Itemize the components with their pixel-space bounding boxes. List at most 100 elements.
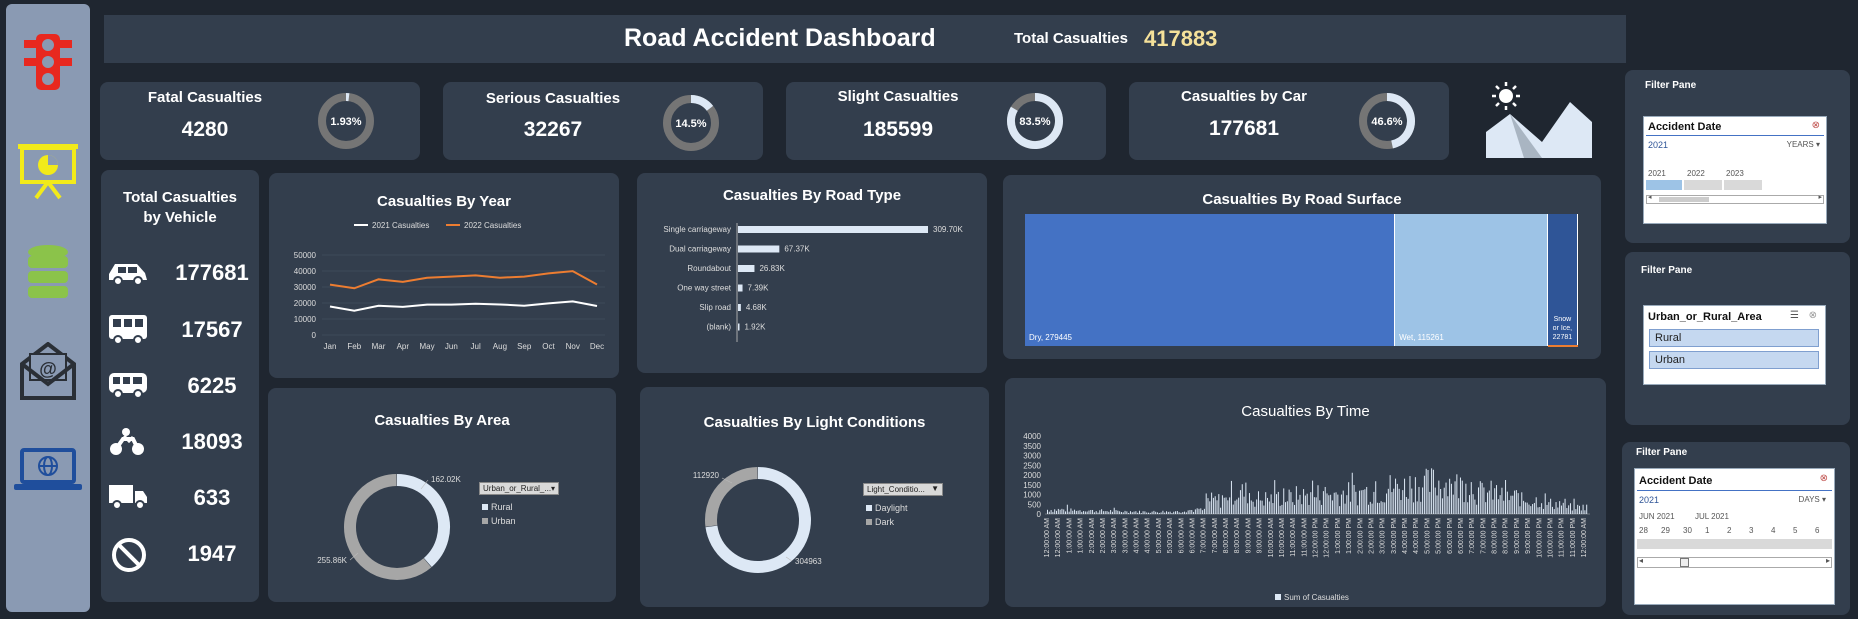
bar bbox=[1124, 510, 1126, 514]
data-label: 112920 bbox=[693, 471, 720, 480]
bar bbox=[1286, 501, 1288, 514]
bar bbox=[1582, 504, 1584, 514]
bar bbox=[738, 265, 755, 272]
list-item: 18093 bbox=[101, 423, 261, 463]
x-tick-label: 6:00:00 AM bbox=[1178, 518, 1185, 554]
bar bbox=[1301, 504, 1303, 514]
bar bbox=[1254, 506, 1256, 514]
bar bbox=[1321, 504, 1323, 514]
timeline-year-2021[interactable]: 2021 bbox=[1648, 169, 1666, 178]
bar bbox=[1404, 478, 1406, 514]
y-tick-label: 50000 bbox=[294, 251, 317, 260]
laptop-globe-icon[interactable] bbox=[6, 448, 90, 492]
timeline-day[interactable]: 1 bbox=[1705, 526, 1710, 535]
timeline-bar[interactable] bbox=[1684, 180, 1722, 190]
database-icon[interactable] bbox=[6, 244, 90, 300]
timeline-year-2023[interactable]: 2023 bbox=[1726, 169, 1744, 178]
bar bbox=[1351, 472, 1353, 514]
vehicle-card-title-line2: by Vehicle bbox=[143, 209, 217, 226]
timeline-scrollbar[interactable]: ◂ ▸ bbox=[1637, 556, 1832, 568]
slicer-level-dropdown[interactable]: YEARS ▾ bbox=[1786, 140, 1820, 149]
y-tick-label: 500 bbox=[1028, 500, 1042, 509]
bar bbox=[1454, 481, 1456, 514]
timeline-bar[interactable] bbox=[1637, 539, 1832, 549]
timeline-day[interactable]: 2 bbox=[1727, 526, 1732, 535]
y-tick-label: 20000 bbox=[294, 299, 317, 308]
y-tick-label: 0 bbox=[1037, 510, 1042, 519]
bar bbox=[1292, 502, 1294, 514]
scroll-right-icon[interactable]: ▸ bbox=[1825, 556, 1830, 565]
accident-date-days-slicer[interactable]: Accident Date ⊗ 2021 DAYS ▾ JUN 2021 JUL… bbox=[1634, 468, 1835, 605]
legend-swatch bbox=[1275, 594, 1281, 600]
bar bbox=[1153, 510, 1155, 514]
timeline-day[interactable]: 28 bbox=[1639, 526, 1648, 535]
email-icon[interactable]: @ bbox=[6, 342, 90, 400]
clear-filter-icon[interactable]: ⊗ bbox=[1819, 473, 1828, 484]
timeline-bar-selected[interactable] bbox=[1646, 180, 1682, 190]
scroll-thumb[interactable] bbox=[1680, 558, 1689, 567]
category-label: Dual carriageway bbox=[669, 245, 731, 254]
slicer-level-dropdown[interactable]: DAYS ▾ bbox=[1798, 495, 1826, 504]
timeline-bar[interactable] bbox=[1724, 180, 1762, 190]
bar bbox=[1349, 501, 1351, 514]
timeline-day[interactable]: 30 bbox=[1683, 526, 1692, 535]
bar bbox=[1135, 511, 1137, 514]
timeline-day[interactable]: 6 bbox=[1815, 526, 1820, 535]
slicer-header: Accident Date bbox=[1648, 121, 1722, 133]
presentation-chart-icon[interactable] bbox=[6, 144, 90, 200]
bar bbox=[1198, 508, 1200, 514]
bar bbox=[1157, 512, 1159, 514]
light-legend-filter-button[interactable]: Light_Conditio... ▼ bbox=[863, 483, 943, 496]
scroll-right-icon[interactable]: ▸ bbox=[1818, 194, 1822, 201]
bar bbox=[1346, 495, 1348, 514]
bar bbox=[1407, 498, 1409, 514]
chart-title: Casualties By Light Conditions bbox=[703, 414, 926, 431]
x-tick-label: 1:00:00 AM bbox=[1078, 518, 1085, 554]
bar bbox=[1238, 497, 1240, 514]
clear-filter-icon[interactable]: ⊗ bbox=[1808, 310, 1817, 321]
multi-select-icon[interactable]: ☰ bbox=[1790, 310, 1799, 321]
area-donut-chart: 162.02K 255.86K bbox=[317, 474, 461, 580]
slicer-option-urban[interactable]: Urban bbox=[1649, 351, 1819, 369]
data-label: 67.37K bbox=[784, 245, 810, 254]
timeline-scrollbar[interactable]: ◂ ▸ bbox=[1646, 194, 1824, 204]
timeline-day[interactable]: 4 bbox=[1771, 526, 1776, 535]
chart-title: Casualties By Year bbox=[377, 193, 511, 210]
x-tick-label: 12:00:00 PM bbox=[1324, 518, 1331, 558]
bar bbox=[1487, 492, 1489, 514]
bar bbox=[1465, 483, 1467, 514]
timeline-month-jun: JUN 2021 bbox=[1639, 512, 1675, 521]
bar bbox=[1312, 480, 1314, 514]
bar bbox=[1586, 504, 1588, 514]
timeline-day[interactable]: 5 bbox=[1793, 526, 1798, 535]
x-tick-label: Sep bbox=[517, 342, 532, 351]
clear-filter-icon[interactable]: ⊗ bbox=[1811, 120, 1820, 131]
slicer-option-rural[interactable]: Rural bbox=[1649, 329, 1819, 347]
filter-label: Light_Conditio... bbox=[867, 485, 925, 494]
x-tick-label: 10:00:00 PM bbox=[1547, 518, 1554, 558]
timeline-day[interactable]: 29 bbox=[1661, 526, 1670, 535]
traffic-light-icon[interactable] bbox=[6, 32, 90, 92]
bar bbox=[1357, 505, 1359, 514]
area-legend-filter-button[interactable]: Urban_or_Rural_... ▾ bbox=[479, 482, 559, 495]
bar bbox=[1505, 480, 1507, 514]
bar bbox=[1099, 510, 1101, 514]
bar bbox=[1056, 510, 1058, 514]
timeline-day[interactable]: 3 bbox=[1749, 526, 1754, 535]
timeline-year-2022[interactable]: 2022 bbox=[1687, 169, 1705, 178]
area-slicer[interactable]: Urban_or_Rural_Area ☰ ⊗ Rural Urban bbox=[1643, 305, 1826, 385]
accident-date-slicer[interactable]: Accident Date ⊗ 2021 YEARS ▾ 2021 2022 2… bbox=[1643, 116, 1827, 224]
bar bbox=[1517, 493, 1519, 514]
scroll-left-icon[interactable]: ◂ bbox=[1639, 556, 1644, 565]
bar bbox=[1178, 512, 1180, 514]
bar bbox=[1396, 483, 1398, 514]
scroll-left-icon[interactable]: ◂ bbox=[1648, 194, 1652, 201]
bar bbox=[1122, 512, 1124, 514]
x-tick-label: 4:00:00 PM bbox=[1402, 518, 1409, 554]
bar bbox=[1063, 509, 1065, 514]
bar bbox=[1434, 487, 1436, 514]
bar bbox=[1294, 504, 1296, 514]
bar bbox=[1386, 493, 1388, 514]
bar bbox=[1054, 509, 1056, 514]
kpi-donut: 83.5% bbox=[1007, 93, 1063, 149]
